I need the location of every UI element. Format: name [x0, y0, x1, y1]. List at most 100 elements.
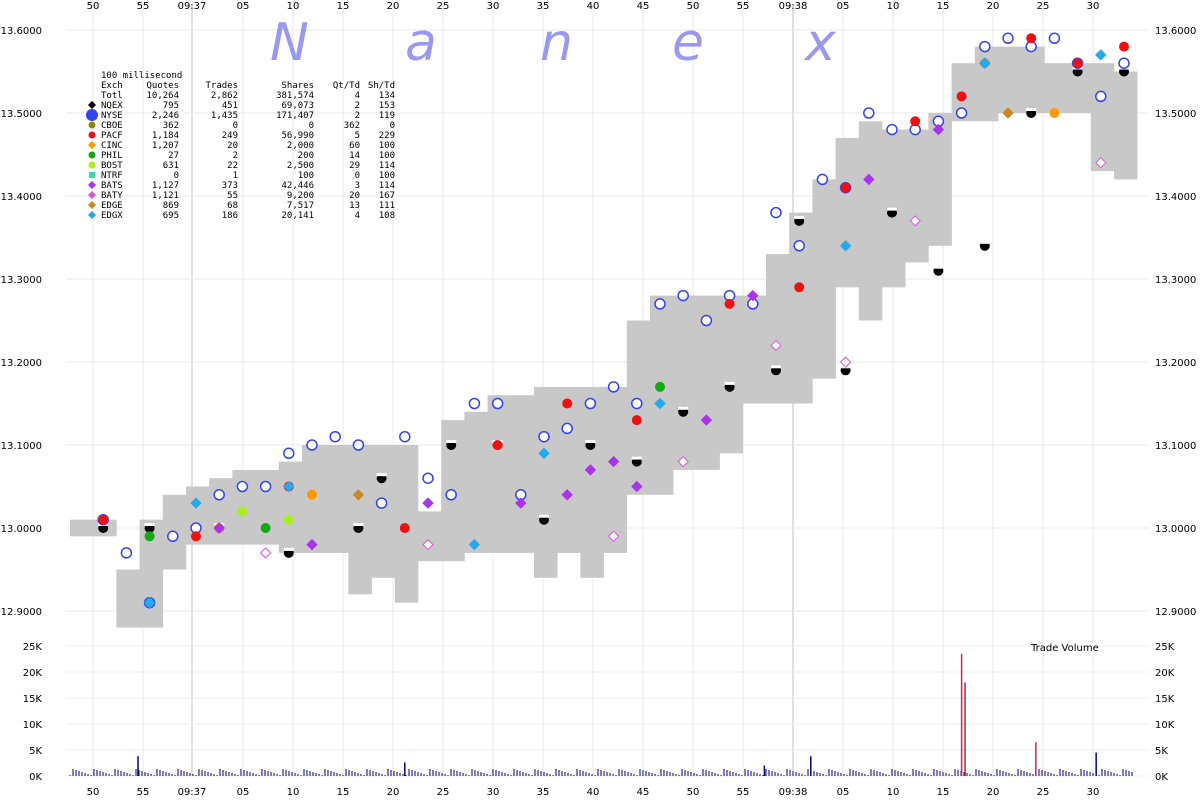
legend-cell-shares: 9,200	[287, 191, 314, 201]
legend-marker-diamond	[88, 141, 96, 149]
quote-marker-edgx	[1095, 49, 1107, 61]
quote-marker-nyse	[607, 381, 620, 393]
legend-cell-quotes: 362	[163, 121, 179, 131]
quote-marker-bats	[747, 289, 759, 302]
x-tick-label-top: 20	[987, 1, 1000, 12]
quote-marker-edge	[1002, 107, 1014, 119]
x-tick-label-top: 20	[387, 1, 400, 12]
quote-marker-nyse	[445, 489, 457, 501]
x-tick-label-top: 25	[1037, 1, 1050, 12]
legend-cell-qt-td: 4	[355, 91, 360, 101]
y-tick-label-right: 13.5000	[1155, 109, 1196, 120]
legend-cell-exch: PHIL	[101, 151, 123, 161]
volume-y-tick-left: 10K	[23, 720, 43, 731]
quote-marker-bats	[422, 497, 434, 509]
quote-marker-nqex-cap	[724, 381, 735, 385]
legend-column-header: Sh/Td	[368, 81, 395, 91]
quote-marker-nyse	[422, 472, 434, 484]
range-band-segment	[928, 113, 952, 246]
volume-y-tick-right: 0K	[1155, 772, 1168, 783]
quote-marker-nyse	[468, 397, 481, 410]
quote-marker-bats	[607, 455, 620, 468]
quote-marker-baty	[677, 455, 689, 468]
legend-cell-trades: 1	[233, 171, 238, 181]
x-tick-label-bottom: 09:38	[779, 787, 808, 798]
quote-marker-nyse	[1118, 57, 1130, 69]
legend-cell-qt-td: 29	[349, 161, 360, 171]
range-band-segment	[534, 386, 558, 578]
legend-cell-quotes: 1,121	[152, 191, 179, 201]
quote-marker-nyse	[584, 397, 597, 410]
legend-cell-sh-td: 229	[379, 131, 395, 141]
y-tick-label-left: 13.3000	[1, 275, 42, 286]
y-tick-label-left: 13.4000	[1, 192, 42, 203]
quote-marker-bats	[700, 414, 713, 426]
x-tick-label-top: 05	[237, 1, 250, 12]
legend-column-header: Qt/Td	[333, 81, 360, 91]
volume-y-tick-right: 10K	[1155, 720, 1175, 731]
quote-marker-nyse	[491, 397, 504, 410]
y-tick-label-left: 12.9000	[1, 607, 42, 618]
range-band-segment	[418, 511, 442, 562]
legend-cell-qt-td: 3	[355, 181, 360, 191]
quote-marker-nyse	[306, 439, 318, 451]
legend-cell-trades: 55	[227, 191, 238, 201]
range-band-segment	[650, 295, 674, 495]
legend-cell-sh-td: 153	[379, 101, 395, 111]
quote-marker-nqex-cap	[1026, 108, 1037, 111]
x-tick-label-bottom: 30	[487, 787, 500, 798]
quote-marker-pacf	[492, 440, 503, 450]
x-tick-label-top: 10	[887, 1, 900, 12]
legend-cell-shares: 2,000	[287, 141, 314, 151]
quote-marker-nqex-cap	[933, 265, 944, 269]
legend-cell-quotes: 0	[174, 171, 179, 181]
legend-cell-shares: 0	[309, 121, 314, 131]
watermark-letter: e	[672, 13, 704, 73]
legend-column-header: Quotes	[146, 81, 179, 91]
range-band-segment	[835, 137, 860, 288]
x-tick-label-bottom: 55	[737, 787, 750, 798]
quote-marker-pacf	[399, 523, 410, 533]
y-tick-label-left: 13.2000	[1, 358, 42, 369]
legend-column-header: Trades	[205, 81, 238, 91]
quote-marker-nqex-cap	[353, 523, 364, 526]
legend-cell-sh-td: 100	[379, 151, 395, 161]
legend-cell-quotes: 695	[163, 211, 179, 221]
range-band-segment	[673, 295, 697, 470]
x-tick-label-bottom: 25	[1037, 787, 1050, 798]
legend-cell-qt-td: 60	[349, 141, 360, 151]
range-band-segment	[487, 395, 512, 553]
range-band-segment	[696, 295, 720, 470]
legend-cell-trades: 1,435	[211, 111, 238, 121]
x-tick-label-top: 55	[737, 1, 750, 12]
volume-y-tick-left: 25K	[23, 642, 43, 653]
quote-marker-pacf	[1072, 58, 1083, 69]
legend-cell-qt-td: 13	[349, 201, 360, 211]
legend-cell-exch: BATY	[101, 191, 123, 201]
x-tick-label-top: 50	[687, 1, 700, 12]
quote-marker-pacf	[956, 91, 967, 102]
quote-marker-pacf	[98, 514, 109, 525]
x-tick-label-bottom: 05	[237, 787, 250, 798]
range-band-segment	[116, 569, 140, 628]
quote-marker-pacf	[794, 282, 805, 293]
quote-marker-nqex-cap	[771, 365, 781, 369]
legend-marker-diamond	[88, 181, 96, 189]
legend-cell-sh-td: 100	[379, 171, 395, 181]
legend-cell-exch: EDGE	[101, 201, 123, 211]
x-tick-label-top: 40	[587, 1, 600, 12]
quote-marker-phil	[655, 381, 665, 392]
quote-marker-nyse	[259, 480, 272, 493]
quote-marker-nqex-cap	[631, 456, 642, 460]
legend-cell-sh-td: 119	[379, 111, 395, 121]
range-band-segment	[1044, 63, 1068, 113]
legend-cell-quotes: 869	[163, 201, 179, 211]
range-band-segment	[348, 445, 372, 595]
legend-cell-trades: 20	[227, 141, 238, 151]
quote-marker-pacf	[562, 398, 573, 409]
legend-cell-exch: CINC	[101, 141, 123, 151]
quote-marker-bats	[584, 464, 597, 476]
quote-marker-nyse	[700, 314, 713, 327]
quote-marker-nyse	[236, 480, 249, 493]
